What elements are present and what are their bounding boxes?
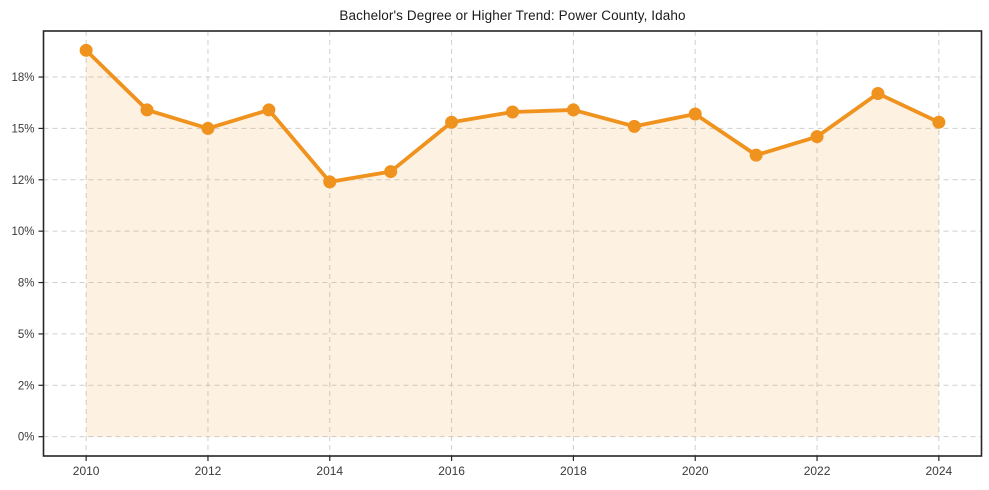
data-point-2018 bbox=[566, 103, 580, 117]
x-tick-label: 2014 bbox=[316, 464, 343, 478]
x-tick-label: 2016 bbox=[438, 464, 465, 478]
data-point-2010 bbox=[79, 43, 93, 57]
x-tick-label: 2024 bbox=[926, 464, 953, 478]
data-point-2020 bbox=[688, 107, 702, 121]
y-tick-label: 18% bbox=[11, 72, 34, 84]
data-point-2016 bbox=[445, 115, 459, 129]
y-tick-label: 12% bbox=[11, 175, 34, 187]
data-point-2024 bbox=[932, 115, 946, 129]
y-tick-label: 0% bbox=[18, 432, 35, 444]
data-point-2023 bbox=[871, 86, 885, 100]
data-point-2019 bbox=[627, 119, 641, 133]
plot-border bbox=[42, 30, 983, 457]
data-point-2011 bbox=[140, 103, 154, 117]
data-point-2012 bbox=[201, 121, 215, 135]
data-point-2013 bbox=[262, 103, 276, 117]
x-tick-label: 2012 bbox=[195, 464, 222, 478]
data-point-2015 bbox=[384, 165, 398, 179]
data-point-2017 bbox=[506, 105, 519, 119]
y-tick-label: 8% bbox=[18, 278, 35, 290]
x-tick-label: 2018 bbox=[560, 464, 587, 478]
y-tick-label: 15% bbox=[11, 123, 34, 135]
data-point-2021 bbox=[749, 148, 763, 162]
y-tick-label: 2% bbox=[18, 380, 35, 392]
y-tick-label: 5% bbox=[18, 329, 35, 341]
data-point-2014 bbox=[323, 175, 337, 189]
y-tick-label: 10% bbox=[11, 226, 34, 238]
x-tick-label: 2020 bbox=[682, 464, 709, 478]
data-point-2022 bbox=[810, 130, 824, 144]
x-tick-label: 2022 bbox=[804, 464, 831, 478]
chart-title: Bachelor's Degree or Higher Trend: Power… bbox=[339, 8, 686, 23]
x-tick-label: 2010 bbox=[73, 464, 100, 478]
